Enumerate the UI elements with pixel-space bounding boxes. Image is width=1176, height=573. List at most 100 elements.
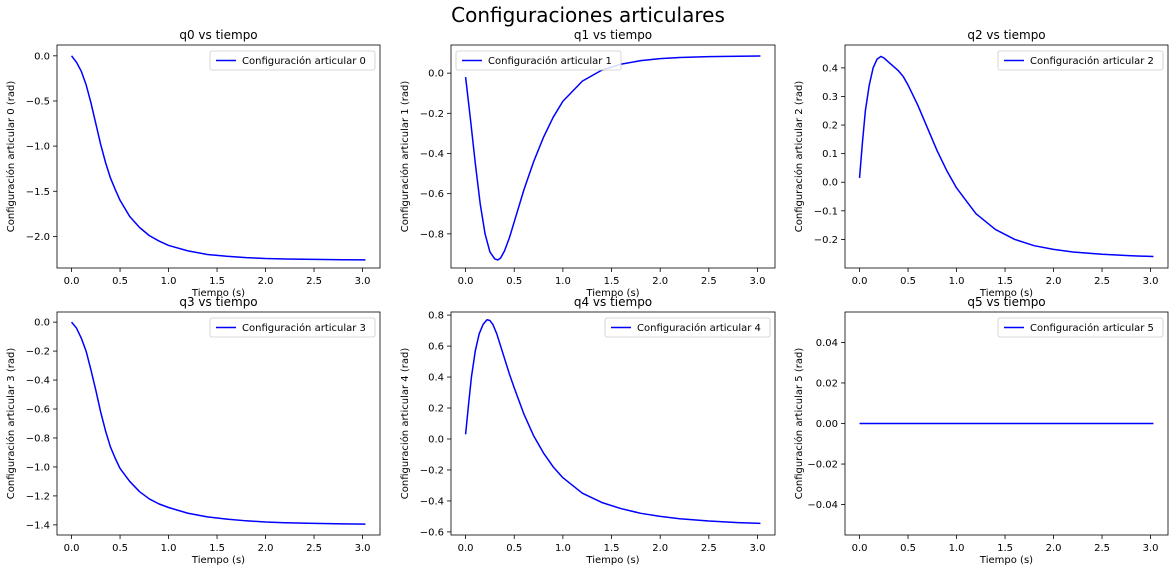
x-tick-label: 2.0 (1046, 276, 1062, 287)
y-tick-label: 0.0 (822, 178, 838, 189)
y-tick-label: 0.3 (822, 92, 838, 103)
series-line-0 (70, 55, 366, 261)
y-tick-label: −0.6 (420, 527, 444, 538)
x-tick-label: 1.0 (555, 276, 571, 287)
axes-frame (56, 44, 381, 269)
x-tick-label: 1.0 (161, 276, 177, 287)
y-tick-label: 0.0 (34, 51, 50, 62)
y-tick-label: 0.4 (428, 373, 444, 384)
y-axis-label: Configuración articular 5 (rad) (793, 348, 805, 500)
axes-frame (450, 311, 776, 536)
legend-label: Configuración articular 4 (637, 322, 761, 334)
legend-label: Configuración articular 5 (1030, 322, 1154, 334)
x-tick-label: 1.5 (997, 276, 1013, 287)
legend-label: Configuración articular 0 (242, 55, 366, 67)
y-axis-label: Configuración articular 3 (rad) (5, 348, 17, 500)
x-tick-label: 2.0 (258, 276, 274, 287)
y-tick-label: −1.2 (26, 491, 50, 502)
y-tick-label: −0.8 (26, 433, 50, 444)
axes-frame (56, 311, 381, 536)
x-tick-label: 1.0 (555, 543, 571, 554)
x-tick-label: 2.0 (1046, 543, 1062, 554)
x-axis-label: Tiempo (s) (585, 288, 639, 299)
legend: Configuración articular 4 (604, 317, 771, 338)
x-tick-label: 1.5 (604, 276, 620, 287)
x-tick-label: 2.5 (701, 276, 717, 287)
x-axis-label: Tiempo (s) (191, 288, 245, 299)
y-tick-label: 0.8 (428, 311, 444, 322)
legend-box (209, 50, 376, 71)
x-tick-label: 1.0 (949, 276, 965, 287)
legend-box (209, 317, 376, 338)
y-tick-label: −0.2 (420, 109, 444, 120)
y-tick-label: −0.8 (420, 229, 444, 240)
y-tick-label: −0.02 (807, 460, 838, 471)
x-tick-label: 2.0 (652, 276, 668, 287)
x-tick-label: 2.0 (258, 543, 274, 554)
subplot-1: 0.0 0.5 1.0 1.5 2.0 2.5 3.0 0.0 −0.2 −0.4 −0.6 −0.8… (399, 28, 776, 299)
x-tick-label: 0.0 (852, 276, 868, 287)
subplot-0: 0.0 0.5 1.0 1.5 2.0 2.5 3.0 0.0 −0.5 −1.0 −1.5 −2.0… (5, 28, 381, 299)
y-axis-label: Configuración articular 0 (rad) (5, 81, 17, 233)
y-tick-label: 0.4 (822, 63, 838, 74)
y-tick-label: −0.4 (420, 496, 444, 507)
x-tick-label: 2.5 (701, 543, 717, 554)
x-tick-label: 3.0 (355, 276, 371, 287)
series-line-0 (858, 55, 1154, 258)
x-tick-label: 1.5 (209, 543, 225, 554)
y-tick-label: −0.4 (26, 376, 50, 387)
y-tick-label: −0.04 (807, 500, 838, 511)
x-tick-label: 2.0 (652, 543, 668, 554)
axes-frame (844, 44, 1169, 269)
x-tick-label: 1.5 (604, 543, 620, 554)
x-tick-label: 1.0 (161, 543, 177, 554)
subplot-4: 0.0 0.5 1.0 1.5 2.0 2.5 3.0 0.8 0.6 0.4 0.2 0.0 −0.2… (399, 295, 776, 566)
x-tick-label: 3.0 (355, 543, 371, 554)
y-tick-label: 0.0 (428, 69, 444, 80)
x-tick-label: 0.0 (64, 276, 80, 287)
subplot-title: q3 vs tiempo (179, 295, 257, 309)
y-tick-label: 0.00 (816, 419, 838, 430)
x-tick-label: 3.0 (750, 276, 766, 287)
figure-suptitle: Configuraciones articulares (451, 3, 725, 27)
x-tick-label: 0.5 (506, 543, 522, 554)
subplot-title: q4 vs tiempo (574, 295, 652, 309)
series-line-0 (70, 321, 366, 525)
x-tick-label: 0.0 (64, 543, 80, 554)
x-tick-label: 3.0 (750, 543, 766, 554)
y-tick-label: 0.04 (816, 338, 838, 349)
x-tick-label: 2.5 (306, 543, 322, 554)
series-line-0 (464, 55, 761, 261)
series-line-0 (464, 318, 761, 525)
x-tick-label: 1.0 (949, 543, 965, 554)
x-tick-label: 2.5 (306, 276, 322, 287)
x-tick-label: 2.5 (1094, 543, 1110, 554)
x-tick-label: 0.0 (852, 543, 868, 554)
legend-box (997, 317, 1164, 338)
y-tick-label: −1.0 (26, 142, 50, 153)
subplot-3: 0.0 0.5 1.0 1.5 2.0 2.5 3.0 0.0 −0.2 −0.4 −0.6 −0.8… (5, 295, 381, 566)
y-axis-label: Configuración articular 1 (rad) (399, 81, 411, 233)
y-axis-label: Configuración articular 2 (rad) (793, 81, 805, 233)
y-tick-label: 0.02 (816, 378, 838, 389)
y-tick-label: −1.0 (26, 462, 50, 473)
y-tick-label: −0.2 (814, 235, 838, 246)
x-tick-label: 0.5 (112, 276, 128, 287)
legend-box (604, 317, 771, 338)
legend: Configuración articular 2 (997, 50, 1164, 71)
legend-label: Configuración articular 1 (488, 55, 612, 67)
subplot-grid: 0.0 0.5 1.0 1.5 2.0 2.5 3.0 0.0 −0.5 −1.0 −1.5 −2.0… (5, 28, 1169, 566)
x-tick-label: 0.5 (900, 543, 916, 554)
x-tick-label: 0.0 (458, 276, 474, 287)
y-tick-label: −2.0 (26, 232, 50, 243)
y-tick-label: −0.1 (814, 206, 838, 217)
legend-box (455, 50, 622, 71)
y-tick-label: 0.6 (428, 342, 444, 353)
x-tick-label: 0.5 (900, 276, 916, 287)
y-tick-label: −0.5 (26, 96, 50, 107)
legend: Configuración articular 0 (209, 50, 376, 71)
legend-box (997, 50, 1164, 71)
x-axis-label: Tiempo (s) (585, 555, 639, 566)
